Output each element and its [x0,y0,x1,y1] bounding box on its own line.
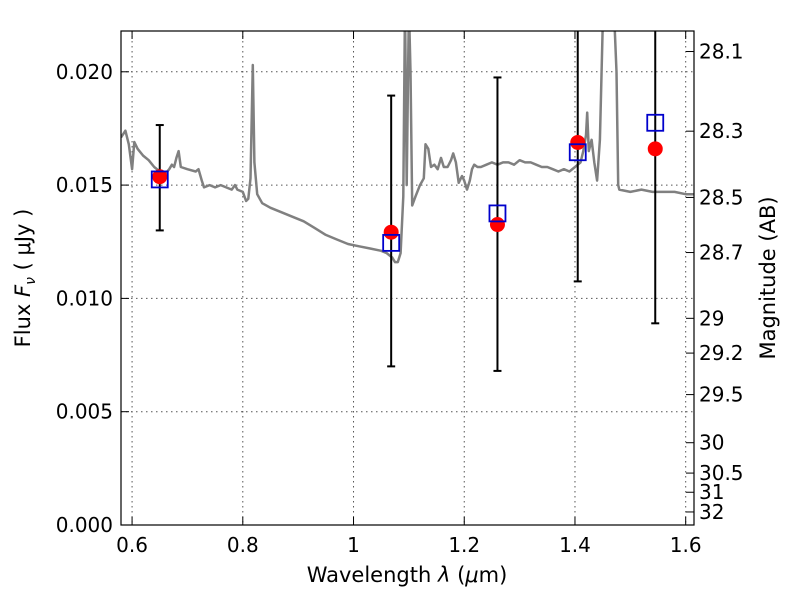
plot-area [121,31,694,372]
x-tick-label: 0.8 [227,533,259,557]
y-tick-label: 0.005 [56,400,113,424]
x-tick-label: 1.4 [559,533,591,557]
observed-point [383,224,399,240]
model-spectrum-line [121,31,694,264]
y-tick-label: 0.000 [56,513,113,537]
right-tick-label: 29.2 [699,341,744,365]
x-axis-label: Wavelength λ (μm) [307,563,508,587]
right-axis-label: Magnitude (AB) [756,196,780,359]
x-tick-label: 1 [347,533,360,557]
x-tick-label: 0.6 [116,533,148,557]
observed-point [152,169,168,185]
right-tick-label: 31 [699,480,724,504]
y-axis-label: Flux Fν ( μJy ) [11,209,39,348]
model-flux-square [488,204,507,223]
observed-point [570,134,586,150]
right-tick-label: 28.3 [699,119,744,143]
x-tick-label: 1.6 [670,533,702,557]
model-flux-square [150,170,169,189]
right-tick-label: 29.5 [699,383,744,407]
model-flux-square [382,233,401,252]
model-flux-square [568,143,587,162]
plot-frame [120,30,695,526]
y-tick-label: 0.010 [56,286,113,310]
right-tick-label: 30.5 [699,461,744,485]
model-flux-square [646,113,665,132]
right-tick-label: 32 [699,500,724,524]
right-tick-label: 30 [699,431,724,455]
axis-ticks: 0.6 0.8 1 1.2 1.4 1.6 0.000 0.005 0.010 0.015 0.02… [56,31,744,557]
right-tick-label: 28.1 [699,40,744,64]
right-tick-label: 28.7 [699,241,744,265]
x-tick-label: 1.2 [448,533,480,557]
right-tick-label: 29 [699,306,724,330]
observed-point [489,217,505,233]
right-tick-label: 28.5 [699,185,744,209]
y-tick-label: 0.015 [56,173,113,197]
y-tick-label: 0.020 [56,60,113,84]
observed-point [647,141,663,157]
